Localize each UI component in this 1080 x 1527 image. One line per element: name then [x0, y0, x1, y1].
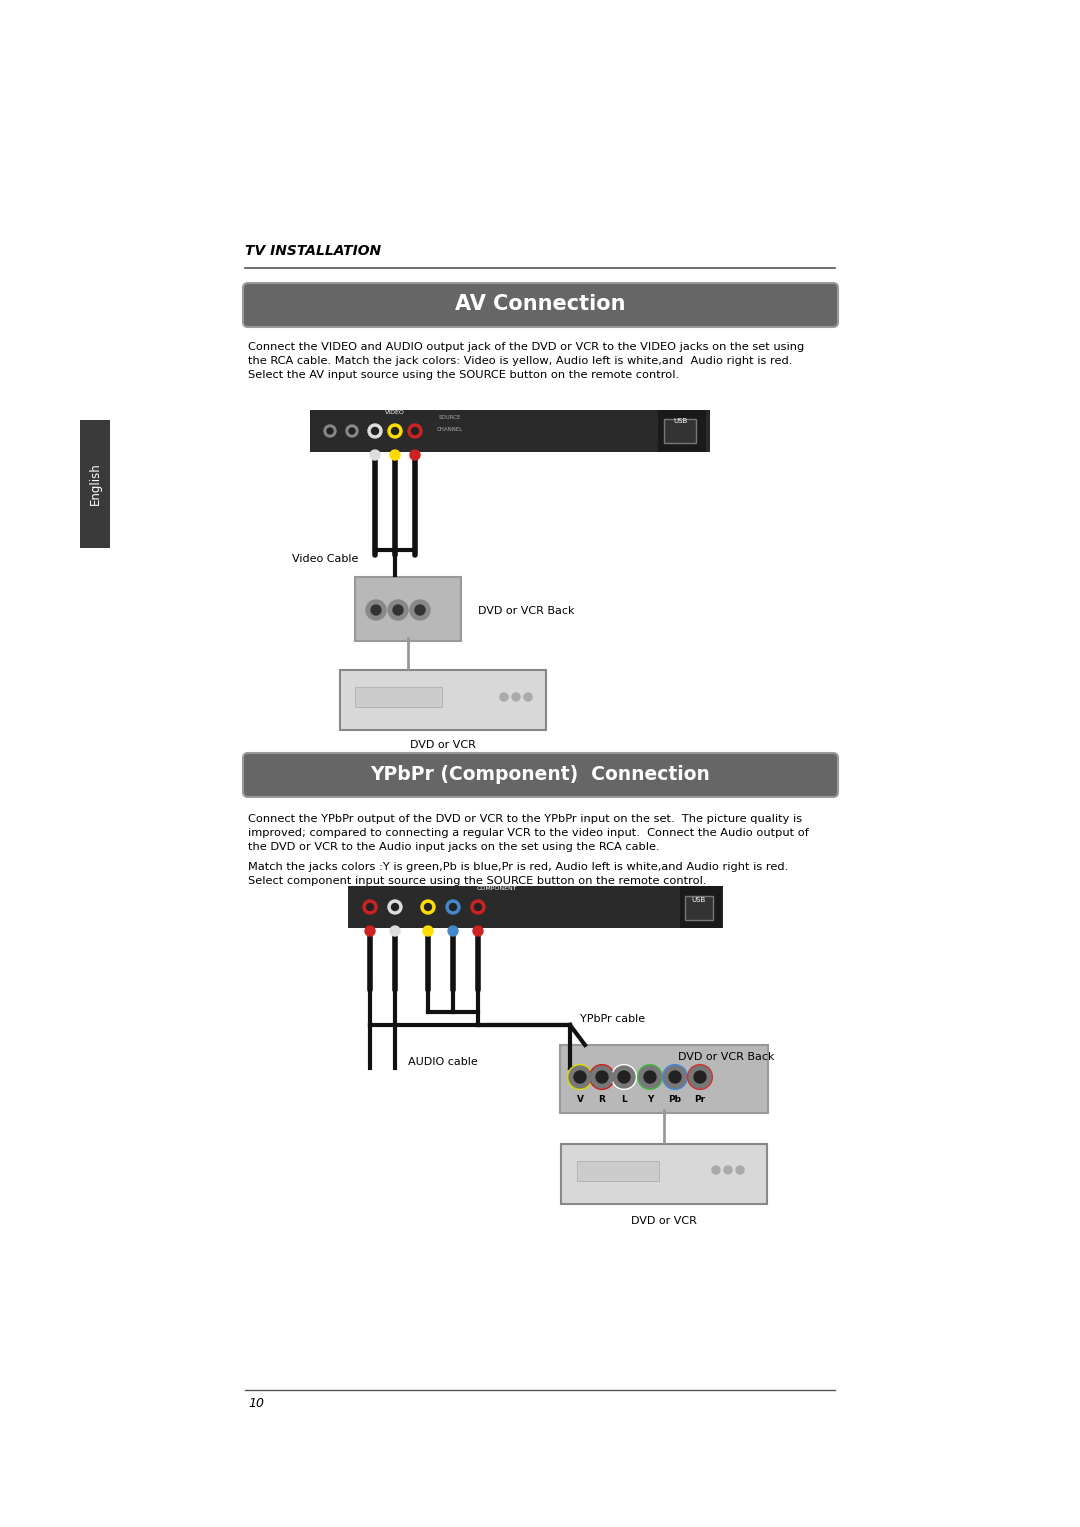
Circle shape — [415, 605, 426, 615]
FancyBboxPatch shape — [680, 886, 723, 928]
Text: V: V — [577, 1095, 583, 1104]
Text: Y: Y — [647, 1095, 653, 1104]
Circle shape — [613, 1066, 635, 1089]
Circle shape — [365, 925, 375, 936]
Circle shape — [393, 605, 403, 615]
Circle shape — [324, 425, 336, 437]
Circle shape — [591, 1066, 613, 1089]
FancyBboxPatch shape — [577, 1161, 659, 1180]
FancyBboxPatch shape — [340, 670, 546, 730]
FancyBboxPatch shape — [243, 282, 838, 327]
Text: DVD or VCR: DVD or VCR — [631, 1215, 697, 1226]
Circle shape — [368, 425, 382, 438]
Circle shape — [388, 899, 402, 915]
Text: 10: 10 — [248, 1397, 264, 1409]
Circle shape — [524, 693, 532, 701]
Text: VIDEO: VIDEO — [386, 411, 405, 415]
Text: YPbPr cable: YPbPr cable — [580, 1014, 645, 1025]
Circle shape — [390, 925, 400, 936]
Text: English: English — [89, 463, 102, 505]
Text: Pb: Pb — [669, 1095, 681, 1104]
Circle shape — [689, 1066, 711, 1089]
Circle shape — [500, 693, 508, 701]
Circle shape — [448, 925, 458, 936]
Circle shape — [388, 600, 408, 620]
Circle shape — [669, 1070, 681, 1083]
Circle shape — [363, 899, 377, 915]
Circle shape — [366, 904, 374, 910]
Circle shape — [735, 1167, 744, 1174]
Text: CHANNEL: CHANNEL — [437, 428, 463, 432]
Circle shape — [391, 428, 399, 435]
FancyBboxPatch shape — [664, 418, 696, 443]
FancyBboxPatch shape — [80, 420, 110, 548]
Circle shape — [512, 693, 519, 701]
Text: COMPONENT: COMPONENT — [476, 886, 517, 890]
Text: Connect the VIDEO and AUDIO output jack of the DVD or VCR to the VIDEO jacks on : Connect the VIDEO and AUDIO output jack … — [248, 342, 805, 380]
Circle shape — [473, 925, 483, 936]
Text: Connect the YPbPr output of the DVD or VCR to the YPbPr input on the set.  The p: Connect the YPbPr output of the DVD or V… — [248, 814, 809, 852]
Circle shape — [423, 925, 433, 936]
Circle shape — [573, 1070, 586, 1083]
Circle shape — [724, 1167, 732, 1174]
Circle shape — [421, 899, 435, 915]
Circle shape — [424, 904, 432, 910]
Text: R: R — [598, 1095, 606, 1104]
Text: DVD or VCR Back: DVD or VCR Back — [478, 606, 575, 615]
FancyBboxPatch shape — [561, 1144, 767, 1203]
Circle shape — [639, 1066, 661, 1089]
Text: L: L — [621, 1095, 626, 1104]
Text: Video Cable: Video Cable — [292, 554, 357, 563]
Circle shape — [390, 450, 400, 460]
FancyBboxPatch shape — [561, 1044, 768, 1113]
Circle shape — [327, 428, 333, 434]
Circle shape — [391, 904, 399, 910]
Circle shape — [449, 904, 457, 910]
Circle shape — [388, 425, 402, 438]
Circle shape — [618, 1070, 630, 1083]
Text: DVD or VCR Back: DVD or VCR Back — [678, 1052, 774, 1061]
FancyBboxPatch shape — [685, 896, 713, 919]
Circle shape — [471, 899, 485, 915]
Text: DVD or VCR: DVD or VCR — [410, 741, 476, 750]
Text: AUDIO cable: AUDIO cable — [408, 1057, 477, 1067]
FancyBboxPatch shape — [348, 886, 723, 928]
Text: USB: USB — [673, 418, 687, 425]
FancyBboxPatch shape — [355, 577, 461, 641]
FancyBboxPatch shape — [355, 687, 442, 707]
Text: YPbPr (Component)  Connection: YPbPr (Component) Connection — [370, 765, 710, 783]
Circle shape — [446, 899, 460, 915]
Circle shape — [410, 600, 430, 620]
Circle shape — [346, 425, 357, 437]
Text: SOURCE: SOURCE — [438, 415, 461, 420]
Circle shape — [474, 904, 482, 910]
Circle shape — [569, 1066, 591, 1089]
Circle shape — [366, 600, 386, 620]
FancyBboxPatch shape — [658, 411, 706, 452]
Circle shape — [411, 428, 419, 435]
Circle shape — [712, 1167, 720, 1174]
Circle shape — [370, 450, 380, 460]
Text: USB: USB — [692, 896, 706, 902]
Text: AV Connection: AV Connection — [455, 295, 625, 315]
Text: Pr: Pr — [694, 1095, 705, 1104]
Text: Match the jacks colors :Y is green,Pb is blue,Pr is red, Audio left is white,and: Match the jacks colors :Y is green,Pb is… — [248, 863, 788, 886]
Circle shape — [596, 1070, 608, 1083]
Circle shape — [372, 605, 381, 615]
Circle shape — [644, 1070, 656, 1083]
FancyBboxPatch shape — [243, 753, 838, 797]
Circle shape — [372, 428, 378, 435]
Text: TV INSTALLATION: TV INSTALLATION — [245, 244, 381, 258]
Circle shape — [410, 450, 420, 460]
Circle shape — [349, 428, 355, 434]
Circle shape — [408, 425, 422, 438]
Circle shape — [664, 1066, 686, 1089]
Circle shape — [694, 1070, 706, 1083]
FancyBboxPatch shape — [310, 411, 710, 452]
